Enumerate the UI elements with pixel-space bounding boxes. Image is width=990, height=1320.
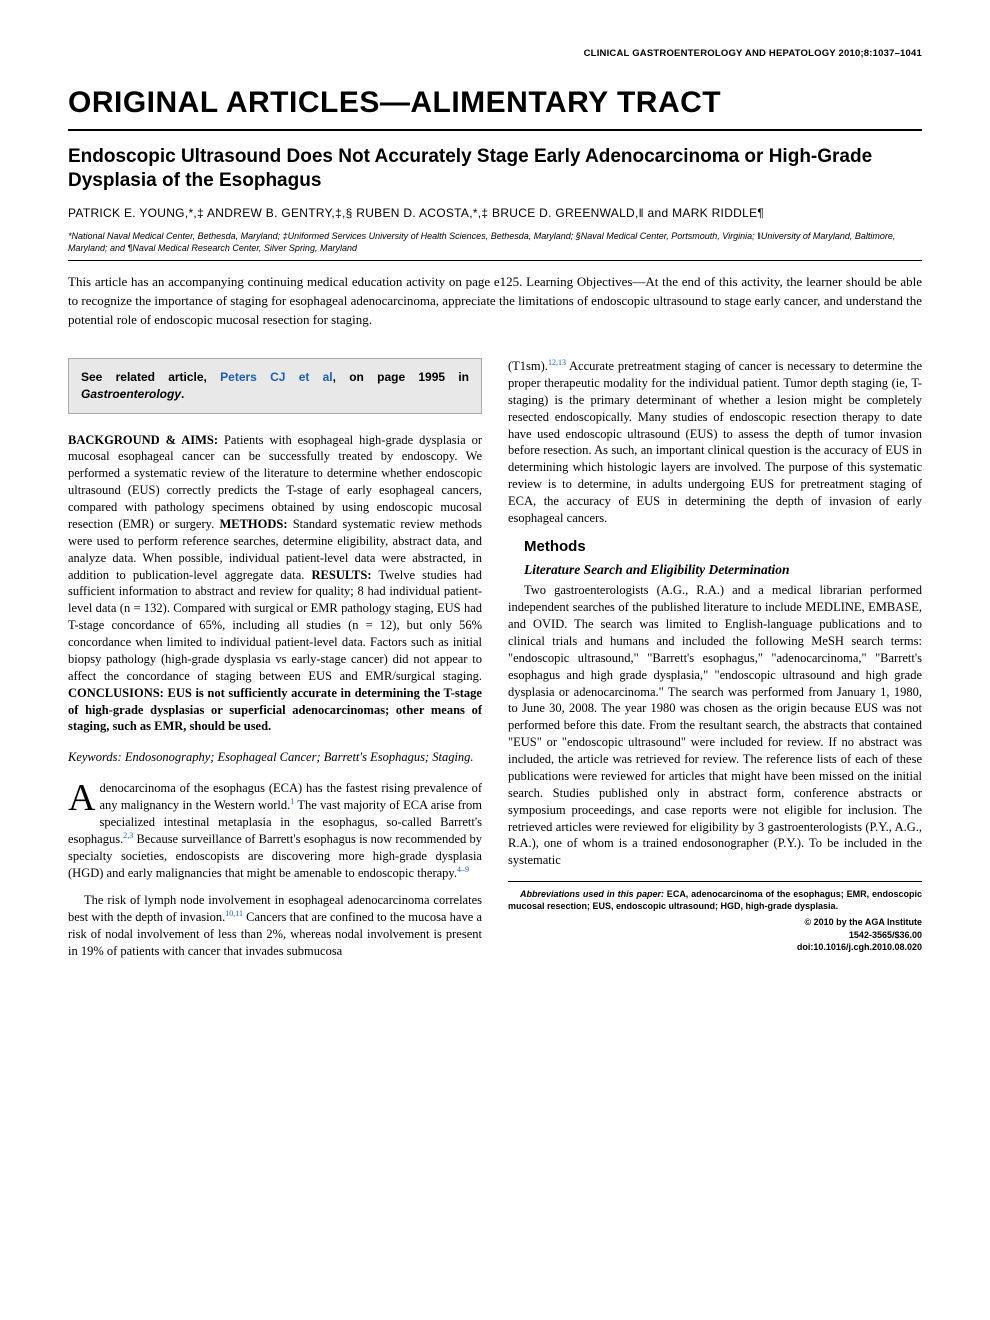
- abstract-methods-label: METHODS:: [219, 517, 287, 531]
- ref-2-3[interactable]: 2,3: [123, 831, 133, 840]
- abbrev-definitions: Abbreviations used in this paper: ECA, a…: [508, 888, 922, 912]
- keywords-label: Keywords:: [68, 750, 122, 764]
- methods-heading: Methods: [508, 537, 922, 557]
- ref-12-13[interactable]: 12,13: [548, 358, 566, 367]
- doi: doi:10.1016/j.cgh.2010.08.020: [508, 941, 922, 953]
- affiliations: *National Naval Medical Center, Bethesda…: [68, 231, 922, 254]
- journal-header: CLINICAL GASTROENTEROLOGY AND HEPATOLOGY…: [68, 48, 922, 61]
- col2-t1sm: (T1sm).: [508, 359, 548, 373]
- related-journal: Gastroenterology: [81, 387, 181, 401]
- abstract: BACKGROUND & AIMS: Patients with esophag…: [68, 432, 482, 736]
- related-article-link[interactable]: Peters CJ et al: [220, 370, 332, 384]
- two-column-body: See related article, Peters CJ et al, on…: [68, 358, 922, 970]
- copyright: © 2010 by the AGA Institute: [508, 916, 922, 928]
- abstract-conclusions-label: CONCLUSIONS:: [68, 686, 164, 700]
- issn: 1542-3565/$36.00: [508, 929, 922, 941]
- col2-text: Accurate pretreatment staging of cancer …: [508, 359, 922, 525]
- subsection-lit-search: Literature Search and Eligibility Determ…: [508, 561, 922, 579]
- ref-4-9[interactable]: 4–9: [457, 865, 469, 874]
- related-end: .: [181, 387, 184, 401]
- dropcap: A: [68, 780, 99, 814]
- section-title: ORIGINAL ARTICLES—ALIMENTARY TRACT: [68, 83, 922, 132]
- abbrev-label: Abbreviations used in this paper:: [520, 889, 664, 899]
- related-prefix: See related article,: [81, 370, 220, 384]
- ref-10-11[interactable]: 10,11: [225, 909, 243, 918]
- intro-paragraph-1: Adenocarcinoma of the esophagus (ECA) ha…: [68, 780, 482, 882]
- divider: [68, 260, 922, 261]
- methods-paragraph: Two gastroenterologists (A.G., R.A.) and…: [508, 582, 922, 869]
- related-article-box: See related article, Peters CJ et al, on…: [68, 358, 482, 414]
- intro-paragraph-2: The risk of lymph node involvement in es…: [68, 892, 482, 960]
- article-title: Endoscopic Ultrasound Does Not Accuratel…: [68, 145, 922, 193]
- abstract-results-text: Twelve studies had sufficient informatio…: [68, 568, 482, 683]
- left-column: See related article, Peters CJ et al, on…: [68, 358, 482, 970]
- keywords-text: Endosonography; Esophageal Cancer; Barre…: [122, 750, 474, 764]
- keywords: Keywords: Endosonography; Esophageal Can…: [68, 749, 482, 766]
- right-column: (T1sm).12,13 Accurate pretreatment stagi…: [508, 358, 922, 970]
- abstract-results-label: RESULTS:: [312, 568, 372, 582]
- authors: PATRICK E. YOUNG,*,‡ ANDREW B. GENTRY,‡,…: [68, 205, 922, 221]
- related-suffix: , on page 1995 in: [333, 370, 469, 384]
- cme-learning-objectives: This article has an accompanying continu…: [68, 273, 922, 330]
- abbreviations-box: Abbreviations used in this paper: ECA, a…: [508, 881, 922, 953]
- abstract-background-label: BACKGROUND & AIMS:: [68, 433, 218, 447]
- col2-continuation: (T1sm).12,13 Accurate pretreatment stagi…: [508, 358, 922, 527]
